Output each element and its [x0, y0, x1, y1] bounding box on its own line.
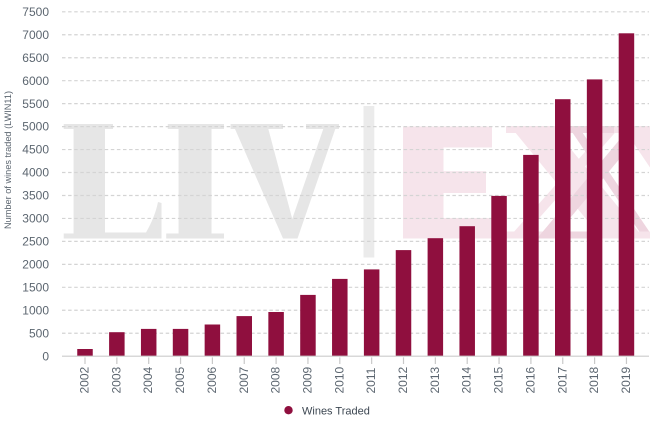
svg-text:2005: 2005 — [173, 366, 187, 393]
svg-text:2017: 2017 — [555, 366, 569, 393]
svg-text:6000: 6000 — [22, 74, 49, 88]
svg-text:2004: 2004 — [141, 366, 155, 393]
svg-text:5500: 5500 — [22, 97, 49, 111]
svg-text:2013: 2013 — [428, 366, 442, 393]
svg-text:2014: 2014 — [460, 366, 474, 393]
svg-text:500: 500 — [29, 326, 49, 340]
svg-text:2002: 2002 — [78, 366, 92, 393]
svg-text:2009: 2009 — [300, 366, 314, 393]
svg-text:Number of wines traded (LWIN11: Number of wines traded (LWIN11) — [3, 91, 13, 229]
svg-text:2006: 2006 — [205, 366, 219, 393]
svg-text:Wines Traded: Wines Traded — [302, 405, 370, 417]
svg-text:2010: 2010 — [332, 366, 346, 393]
svg-text:3000: 3000 — [22, 212, 49, 226]
svg-text:2018: 2018 — [587, 366, 601, 393]
svg-text:2000: 2000 — [22, 257, 49, 271]
svg-text:6500: 6500 — [22, 51, 49, 65]
svg-text:2016: 2016 — [523, 366, 537, 393]
svg-text:7000: 7000 — [22, 28, 49, 42]
svg-text:2008: 2008 — [269, 366, 283, 393]
svg-text:2003: 2003 — [109, 366, 123, 393]
svg-text:2500: 2500 — [22, 235, 49, 249]
svg-text:5000: 5000 — [22, 120, 49, 134]
svg-text:4500: 4500 — [22, 143, 49, 157]
svg-text:2007: 2007 — [237, 366, 251, 393]
svg-text:4000: 4000 — [22, 166, 49, 180]
svg-text:2019: 2019 — [619, 366, 633, 393]
svg-text:7500: 7500 — [22, 5, 49, 19]
svg-text:0: 0 — [42, 349, 49, 363]
svg-text:1000: 1000 — [22, 303, 49, 317]
svg-text:2015: 2015 — [492, 366, 506, 393]
svg-text:1500: 1500 — [22, 280, 49, 294]
svg-text:3500: 3500 — [22, 189, 49, 203]
svg-text:2012: 2012 — [396, 366, 410, 393]
svg-text:2011: 2011 — [364, 367, 378, 393]
